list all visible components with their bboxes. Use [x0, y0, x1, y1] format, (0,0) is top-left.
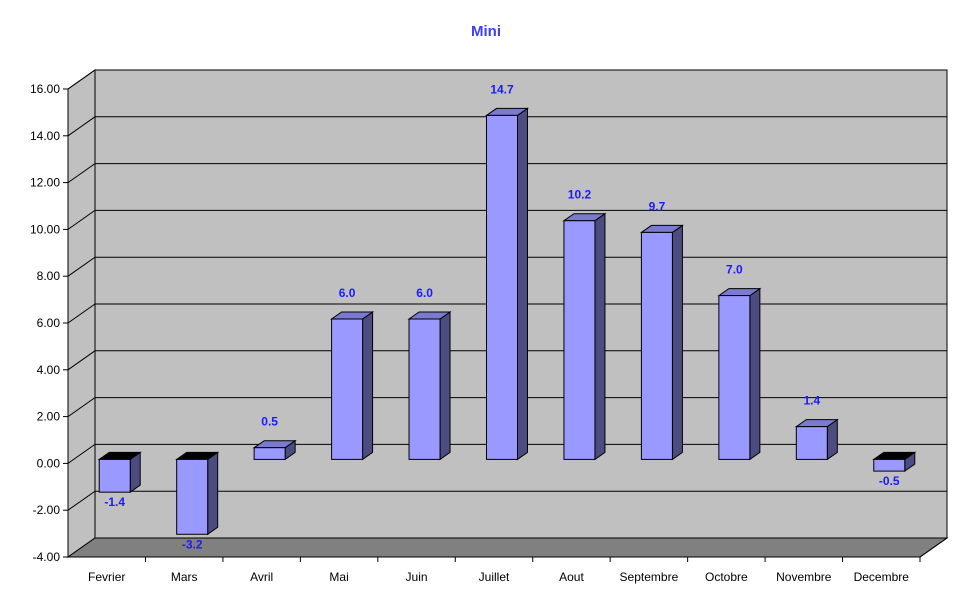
y-tick-label: 14.00: [30, 129, 60, 143]
y-tick-label: 2.00: [37, 410, 61, 424]
x-tick-label: Novembre: [776, 570, 832, 584]
data-label: 6.0: [416, 286, 433, 300]
data-label: 7.0: [726, 263, 743, 277]
chart-title: Mini: [471, 23, 501, 40]
bar-side: [362, 311, 374, 461]
bar: [331, 318, 364, 460]
x-tick-label: Mai: [329, 570, 348, 584]
axes: -4.00 -2.00 0.00 2.00 4.00 6.00 8.00 10.00 12.00…: [30, 82, 948, 584]
bar-side: [671, 224, 683, 461]
bar-side: [207, 451, 219, 536]
data-label: 1.4: [803, 394, 820, 408]
y-tick-label: 12.00: [30, 176, 60, 190]
y-tick-label: 4.00: [37, 363, 61, 377]
data-labels: -1.4 -3.2 0.5 6.0 6.0 14.7 10.2 9.7 7.0 1.4 -0.5: [104, 82, 900, 551]
bar: [563, 220, 596, 460]
data-label: 6.0: [339, 286, 356, 300]
bar: [408, 318, 441, 460]
x-tick-label: Fevrier: [88, 570, 125, 584]
data-label: -1.4: [104, 495, 125, 509]
data-label: 0.5: [261, 415, 278, 429]
x-tick-label: Decembre: [854, 570, 910, 584]
y-tick-label: 8.00: [37, 269, 61, 283]
bar-side: [439, 311, 451, 461]
x-tick-label: Juin: [406, 570, 428, 584]
y-tick-label: 0.00: [37, 456, 61, 470]
data-label: -3.2: [182, 537, 203, 551]
x-tick-label: Septembre: [620, 570, 679, 584]
bar-side: [594, 212, 606, 461]
y-tick-label: 10.00: [30, 222, 60, 236]
bar: [795, 426, 828, 460]
x-tick-label: Aout: [559, 570, 584, 584]
floor-edge: [919, 537, 948, 558]
y-tick-label: -2.00: [33, 503, 61, 517]
gridline: [67, 490, 947, 511]
bars: [97, 107, 917, 536]
gridline: [67, 69, 947, 90]
bar-side: [749, 287, 761, 461]
data-label: 14.7: [490, 82, 514, 96]
bar: [253, 447, 286, 460]
data-label: 10.2: [568, 188, 592, 202]
bar: [486, 114, 518, 460]
y-tick-label: 16.00: [30, 82, 60, 96]
bar: [176, 458, 209, 535]
bar: [718, 295, 751, 460]
data-label: 9.7: [649, 199, 666, 213]
data-label: -0.5: [879, 474, 900, 488]
x-tick-label: Octobre: [705, 570, 748, 584]
y-tick-label: -4.00: [33, 550, 61, 564]
x-tick-label: Mars: [171, 570, 198, 584]
gridline: [67, 116, 947, 137]
bar: [873, 458, 906, 472]
gridline: [67, 163, 947, 184]
x-tick-label: Avril: [250, 570, 273, 584]
gridline: [67, 209, 947, 230]
bar: [640, 231, 673, 460]
x-tick-label: Juillet: [479, 570, 510, 584]
bar: [98, 458, 131, 493]
y-tick-label: 6.00: [37, 316, 61, 330]
bar-side: [517, 107, 528, 461]
